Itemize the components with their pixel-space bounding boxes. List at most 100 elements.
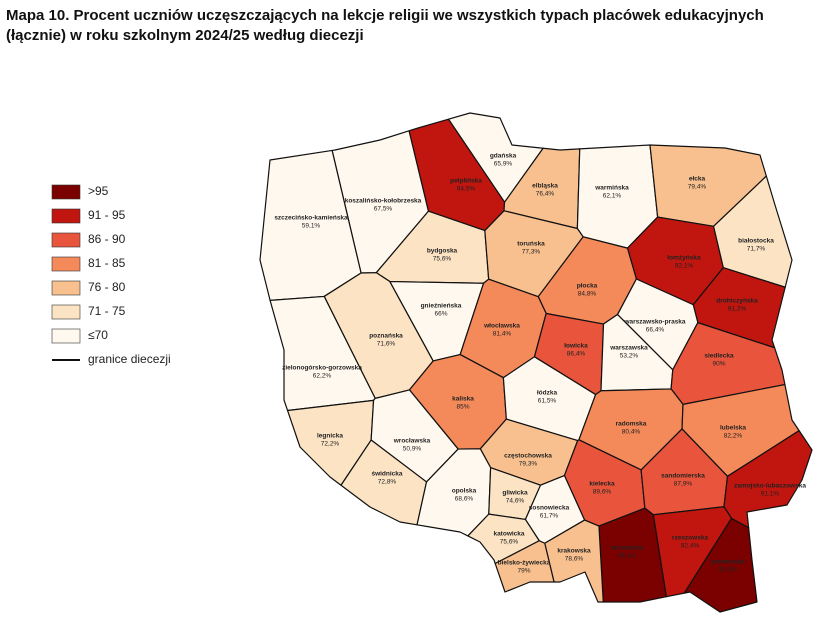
diocese-name: częstochowska bbox=[504, 453, 552, 460]
diocese-name: kielecka bbox=[589, 481, 615, 488]
diocese-name: sandomierska bbox=[661, 473, 705, 480]
diocese-name: radomska bbox=[616, 421, 647, 428]
diocese-name: opolska bbox=[452, 488, 477, 495]
diocese-value: 81,4% bbox=[493, 331, 512, 338]
diocese-value: 92,4% bbox=[681, 543, 700, 550]
diocese-name: elbląska bbox=[532, 183, 558, 190]
diocese-value: 91,1% bbox=[761, 491, 780, 498]
legend-swatch bbox=[51, 304, 81, 320]
diocese-name: ełcka bbox=[689, 176, 706, 183]
diocese-value: 68,6% bbox=[455, 496, 474, 503]
diocese-value: 71,7% bbox=[747, 246, 766, 253]
diocese-value: 87,9% bbox=[674, 481, 693, 488]
diocese-name: katowicka bbox=[493, 531, 524, 538]
diocese-name: siedlecka bbox=[704, 353, 734, 360]
diocese-value: 95,8% bbox=[719, 567, 738, 574]
diocese-value: 66,4% bbox=[646, 327, 665, 334]
legend-label: granice diecezji bbox=[88, 352, 171, 366]
diocese-value: 75,6% bbox=[500, 539, 519, 546]
diocese-name: włocławska bbox=[483, 323, 520, 330]
diocese-name: sosnowiecka bbox=[529, 505, 570, 512]
diocese-value: 61,5% bbox=[538, 398, 557, 405]
diocese-name: bydgoska bbox=[427, 248, 458, 255]
diocese-value: 53,2% bbox=[620, 353, 639, 360]
diocese-name: lubelska bbox=[720, 425, 746, 432]
diocese-name: gdańska bbox=[490, 153, 517, 160]
diocese-name: warszawska bbox=[609, 345, 648, 352]
diocese-name: wrocławska bbox=[393, 438, 431, 445]
diocese-value: 78,6% bbox=[565, 556, 584, 563]
diocese-value: 59,1% bbox=[302, 223, 321, 230]
legend-label: 71 - 75 bbox=[88, 304, 126, 318]
diocese-value: 85% bbox=[456, 404, 469, 411]
diocese-name: zielonogórsko-gorzowska bbox=[282, 365, 362, 372]
diocese-value: 82,2% bbox=[724, 433, 743, 440]
legend-swatch bbox=[51, 280, 81, 296]
diocese-value: 79,4% bbox=[688, 184, 707, 191]
diocese-value: 92,1% bbox=[675, 263, 694, 270]
legend-swatch bbox=[51, 256, 81, 272]
diocese-value: 65,9% bbox=[494, 161, 513, 168]
diocese-value: 74,6% bbox=[506, 498, 525, 505]
diocese-value: 75,6% bbox=[433, 256, 452, 263]
diocese-value: 50,9% bbox=[403, 446, 422, 453]
diocese-value: 79,3% bbox=[519, 461, 538, 468]
diocese-region bbox=[494, 540, 555, 593]
diocese-value: 77,3% bbox=[522, 249, 541, 256]
diocese-value: 61,7% bbox=[540, 513, 559, 520]
diocese-region bbox=[683, 517, 758, 613]
diocese-name: pelplińska bbox=[450, 178, 482, 185]
diocese-value: 90% bbox=[712, 361, 725, 368]
diocese-value: 86,4% bbox=[567, 351, 586, 358]
legend-label: 76 - 80 bbox=[88, 280, 126, 294]
diocese-value: 62,2% bbox=[313, 373, 332, 380]
diocese-name: bielsko-żywiecka bbox=[498, 560, 551, 567]
diocese-name: krakowska bbox=[557, 548, 591, 555]
diocese-value: 79% bbox=[517, 568, 530, 575]
diocese-name: koszalińsko-kołobrzeska bbox=[345, 198, 422, 205]
legend-swatch bbox=[51, 184, 81, 200]
legend-swatch bbox=[51, 328, 81, 344]
diocese-value: 91,2% bbox=[728, 306, 747, 313]
diocese-name: gliwicka bbox=[502, 490, 528, 497]
legend-label: ≤70 bbox=[88, 328, 108, 342]
diocese-name: zamojsko-lubaczowska bbox=[734, 483, 806, 490]
diocese-name: świdnicka bbox=[371, 471, 402, 478]
diocese-name: gnieźnieńska bbox=[421, 303, 462, 310]
legend-swatch bbox=[51, 232, 81, 248]
diocese-name: drohiczyńska bbox=[716, 298, 758, 305]
map-title: Mapa 10. Procent uczniów uczęszczających… bbox=[6, 7, 764, 44]
diocese-name: tarnowska bbox=[611, 545, 644, 552]
diocese-name: warmińska bbox=[594, 185, 629, 192]
legend-label: 81 - 85 bbox=[88, 256, 126, 270]
diocese-name: kaliska bbox=[452, 396, 474, 403]
diocese-value: 71,6% bbox=[377, 341, 396, 348]
diocese-name: legnicka bbox=[317, 433, 343, 440]
diocese-value: 94,5% bbox=[457, 186, 476, 193]
diocese-name: warszawsko-praska bbox=[623, 319, 685, 326]
diocese-name: łowicka bbox=[564, 343, 588, 350]
legend-label: >95 bbox=[88, 184, 109, 198]
diocese-value: 72,2% bbox=[321, 441, 340, 448]
diocese-name: łomżyńska bbox=[667, 255, 701, 262]
diocese-region bbox=[723, 430, 813, 529]
diocese-value: 89,6% bbox=[593, 489, 612, 496]
diocese-value: 66% bbox=[434, 311, 447, 318]
diocese-value: 96,1% bbox=[618, 553, 637, 560]
legend-label: 91 - 95 bbox=[88, 208, 126, 222]
legend-swatch bbox=[51, 208, 81, 224]
diocese-region bbox=[467, 513, 540, 565]
diocese-value: 62,1% bbox=[603, 193, 622, 200]
diocese-name: rzeszowska bbox=[672, 535, 709, 542]
diocese-name: toruńska bbox=[517, 241, 545, 248]
diocese-value: 84,8% bbox=[578, 291, 597, 298]
diocese-name: białostocka bbox=[738, 238, 774, 245]
diocese-value: 72,8% bbox=[378, 479, 397, 486]
diocese-name: przemyska bbox=[711, 559, 745, 566]
diocese-name: łódzka bbox=[537, 390, 558, 397]
diocese-name: szczecińsko-kamieńska bbox=[274, 215, 348, 222]
legend-label: 86 - 90 bbox=[88, 232, 126, 246]
diocese-value: 76,4% bbox=[536, 191, 555, 198]
